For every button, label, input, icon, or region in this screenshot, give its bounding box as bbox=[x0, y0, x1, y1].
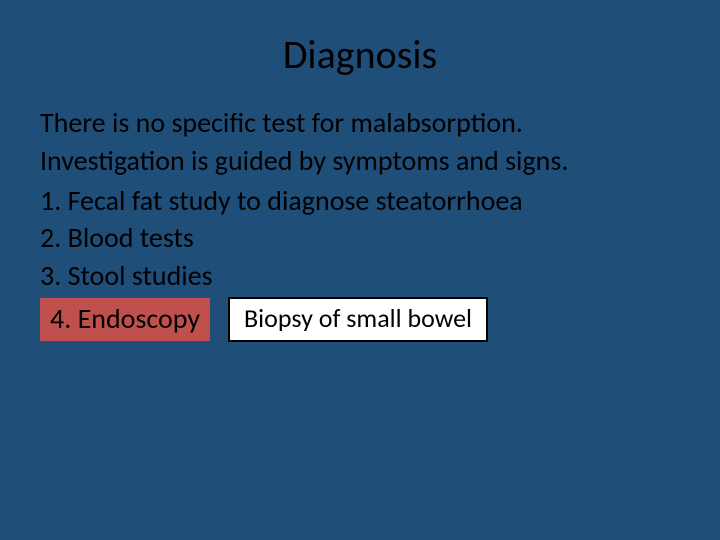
title-area: Diagnosis bbox=[0, 0, 720, 104]
list-item-2: 2. Blood tests bbox=[40, 219, 680, 257]
list-item-4-row: 4. Endoscopy Biopsy of small bowel bbox=[40, 297, 680, 342]
intro-line-1: There is no specific test for malabsorpt… bbox=[40, 104, 680, 142]
endoscopy-highlight: 4. Endoscopy bbox=[40, 298, 210, 342]
list-item-1: 1. Fecal fat study to diagnose steatorrh… bbox=[40, 182, 680, 220]
numbered-list: 1. Fecal fat study to diagnose steatorrh… bbox=[40, 182, 680, 342]
intro-line-2: Investigation is guided by symptoms and … bbox=[40, 142, 680, 180]
slide-title: Diagnosis bbox=[0, 30, 720, 79]
list-item-3: 3. Stool studies bbox=[40, 257, 680, 295]
slide-body: There is no specific test for malabsorpt… bbox=[0, 104, 720, 342]
biopsy-callout: Biopsy of small bowel bbox=[228, 297, 488, 342]
